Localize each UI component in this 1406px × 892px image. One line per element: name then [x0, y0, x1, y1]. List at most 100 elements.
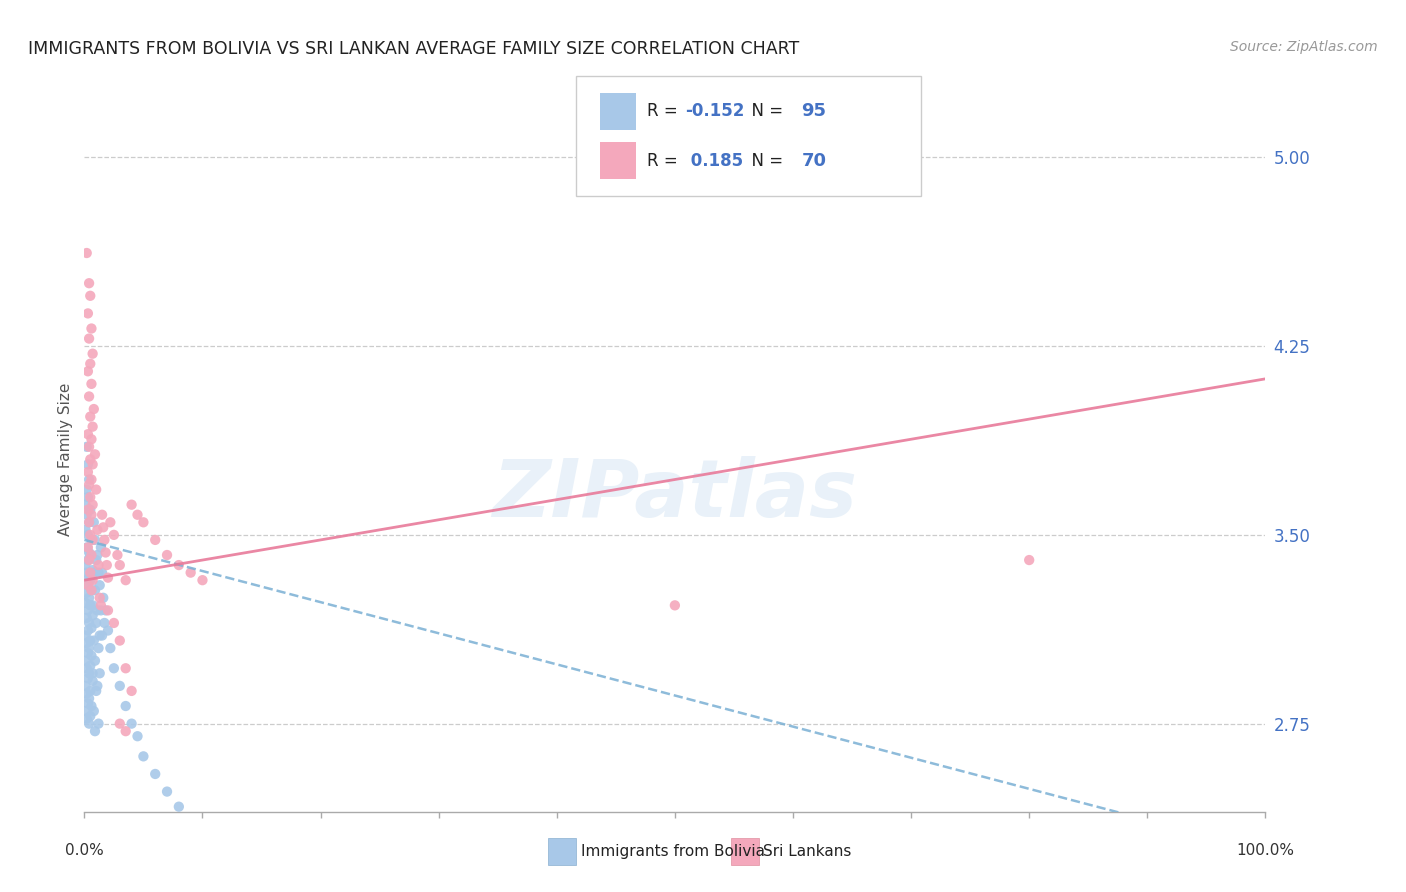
Point — [79, 502, 101, 516]
Point — [80, 508, 103, 522]
Point — [82, 563, 104, 577]
Point — [83, 704, 105, 718]
Point — [89, 666, 111, 681]
Point — [79, 709, 101, 723]
Point — [76, 246, 98, 260]
Point — [77, 716, 100, 731]
Point — [108, 633, 131, 648]
Text: R =: R = — [647, 103, 683, 120]
Point — [121, 498, 143, 512]
Point — [77, 364, 100, 378]
Point — [87, 641, 110, 656]
Point — [76, 586, 98, 600]
Point — [76, 541, 98, 555]
Point — [86, 679, 108, 693]
Point — [79, 289, 101, 303]
Point — [77, 641, 100, 656]
Point — [664, 599, 686, 613]
Point — [75, 628, 97, 642]
Point — [75, 523, 97, 537]
Point — [84, 483, 107, 497]
Text: ZIPatlas: ZIPatlas — [492, 456, 858, 533]
Point — [84, 583, 107, 598]
Point — [77, 578, 100, 592]
Point — [114, 661, 136, 675]
Point — [79, 658, 101, 673]
Point — [77, 389, 100, 403]
Point — [80, 621, 103, 635]
Point — [84, 684, 107, 698]
Text: Immigrants from Bolivia: Immigrants from Bolivia — [581, 845, 765, 859]
Point — [114, 573, 136, 587]
Point — [82, 347, 104, 361]
Point — [80, 648, 103, 663]
Point — [97, 624, 120, 638]
Point — [83, 402, 105, 417]
Text: 95: 95 — [801, 103, 827, 120]
Text: Source: ZipAtlas.com: Source: ZipAtlas.com — [1230, 40, 1378, 54]
Text: 0.185: 0.185 — [685, 152, 742, 169]
Point — [77, 528, 100, 542]
Point — [143, 767, 166, 781]
Point — [80, 533, 103, 547]
Point — [77, 458, 100, 472]
Point — [77, 332, 100, 346]
Point — [84, 615, 107, 630]
Point — [127, 729, 149, 743]
Text: 100.0%: 100.0% — [1236, 844, 1295, 858]
Point — [79, 452, 101, 467]
Text: 70: 70 — [801, 152, 827, 169]
Point — [82, 599, 104, 613]
Point — [80, 548, 103, 562]
Point — [114, 724, 136, 739]
Point — [77, 553, 100, 567]
Point — [77, 571, 100, 585]
Point — [156, 784, 179, 798]
Point — [114, 699, 136, 714]
Point — [84, 654, 107, 668]
Point — [77, 646, 100, 660]
Point — [82, 498, 104, 512]
Point — [86, 523, 108, 537]
Point — [87, 558, 110, 573]
Point — [75, 654, 97, 668]
Point — [76, 712, 98, 726]
Point — [77, 671, 100, 685]
Point — [89, 628, 111, 642]
Point — [77, 516, 100, 530]
Point — [79, 599, 101, 613]
Point — [77, 541, 100, 555]
Point — [77, 502, 100, 516]
Point — [79, 409, 101, 424]
Point — [77, 615, 100, 630]
Point — [77, 277, 100, 291]
Point — [86, 548, 108, 562]
Point — [90, 603, 112, 617]
Point — [167, 558, 190, 573]
Point — [107, 548, 129, 562]
Point — [127, 508, 149, 522]
Point — [121, 716, 143, 731]
Point — [167, 799, 190, 814]
Point — [79, 573, 101, 587]
Point — [75, 558, 97, 573]
Point — [77, 440, 100, 454]
Point — [77, 691, 100, 706]
Point — [79, 357, 101, 371]
Point — [90, 541, 112, 555]
Point — [87, 566, 110, 580]
Point — [82, 533, 104, 547]
Point — [103, 528, 125, 542]
Point — [77, 553, 100, 567]
Point — [76, 440, 98, 454]
Point — [108, 558, 131, 573]
Point — [77, 666, 100, 681]
Point — [98, 516, 121, 530]
Point — [108, 716, 131, 731]
Point — [75, 596, 97, 610]
Point — [77, 624, 100, 638]
Point — [82, 673, 104, 688]
Point — [79, 684, 101, 698]
Point — [76, 636, 98, 650]
Point — [132, 749, 155, 764]
